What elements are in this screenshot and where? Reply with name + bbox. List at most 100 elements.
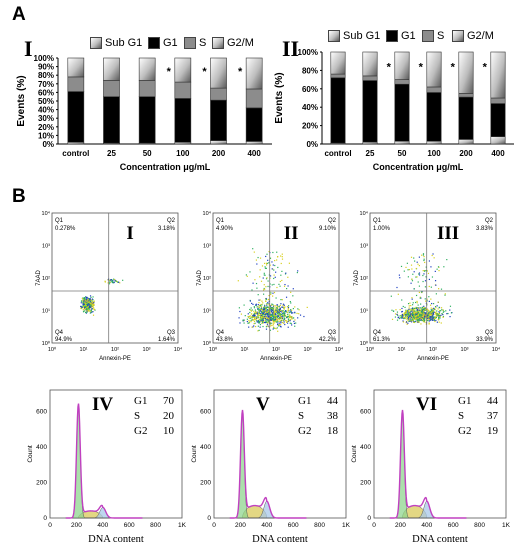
event-dot bbox=[284, 314, 286, 316]
bar-segment-g1 bbox=[490, 103, 506, 137]
event-dot bbox=[417, 313, 419, 315]
event-dot bbox=[268, 294, 270, 297]
event-dot bbox=[424, 261, 426, 264]
event-dot bbox=[84, 305, 86, 307]
event-dot bbox=[281, 315, 283, 318]
event-dot bbox=[255, 259, 257, 261]
event-dot bbox=[275, 313, 277, 315]
cycle-phase-value: 70 bbox=[163, 395, 175, 407]
event-dot bbox=[406, 313, 409, 315]
event-dot bbox=[87, 306, 89, 308]
event-dot bbox=[415, 318, 417, 320]
event-dot bbox=[252, 248, 254, 250]
event-dot bbox=[264, 309, 267, 311]
event-dot bbox=[284, 320, 287, 322]
x-tick-label: 800 bbox=[150, 522, 161, 529]
y-tick-label: 400 bbox=[200, 444, 211, 451]
event-dot bbox=[249, 308, 251, 311]
legend-swatch bbox=[184, 37, 196, 49]
event-dot bbox=[86, 311, 88, 313]
event-dot bbox=[274, 276, 276, 278]
event-dot bbox=[281, 310, 284, 312]
event-dot bbox=[423, 317, 425, 319]
event-dot bbox=[265, 310, 267, 312]
bar-segment-s bbox=[138, 80, 156, 98]
x-axis-label: Annexin-PE bbox=[99, 356, 131, 362]
bar-segment-g2m bbox=[458, 51, 474, 94]
plot-frame bbox=[373, 389, 507, 519]
event-dot bbox=[275, 310, 277, 312]
event-dot bbox=[416, 313, 418, 315]
event-dot bbox=[408, 307, 410, 309]
event-dot bbox=[403, 314, 405, 316]
event-dot bbox=[85, 300, 87, 302]
event-dot bbox=[296, 271, 298, 274]
event-dot bbox=[259, 299, 261, 301]
event-dot bbox=[272, 315, 275, 317]
event-dot bbox=[423, 310, 425, 312]
y-tick-label: 30% bbox=[38, 114, 54, 123]
y-tick-label: 10¹ bbox=[203, 309, 211, 315]
event-dot bbox=[90, 300, 92, 302]
quadrant-q1-value: 4.90% bbox=[216, 226, 234, 232]
event-dot bbox=[437, 313, 439, 316]
event-dot bbox=[80, 307, 82, 309]
y-axis-label: Count bbox=[27, 445, 34, 463]
y-axis-label: Count bbox=[351, 445, 358, 463]
event-dot bbox=[269, 329, 272, 331]
event-dot bbox=[288, 320, 290, 322]
event-dot bbox=[416, 307, 418, 309]
event-dot bbox=[428, 320, 431, 322]
event-dot bbox=[446, 313, 448, 315]
event-dot bbox=[283, 306, 285, 308]
event-dot bbox=[282, 304, 284, 306]
event-dot bbox=[250, 321, 252, 323]
event-dot bbox=[257, 317, 259, 319]
event-dot bbox=[110, 279, 112, 281]
event-dot bbox=[291, 324, 293, 326]
significance-marker: * bbox=[238, 66, 243, 78]
x-tick-label: 10¹ bbox=[241, 347, 249, 353]
event-dot bbox=[257, 316, 259, 318]
event-dot bbox=[431, 318, 433, 320]
event-dot bbox=[271, 284, 273, 286]
event-dot bbox=[251, 289, 253, 291]
event-dot bbox=[85, 296, 87, 299]
cycle-phase-value: 18 bbox=[327, 425, 339, 437]
event-dot bbox=[417, 316, 420, 318]
event-dot bbox=[279, 280, 281, 283]
event-dot bbox=[271, 324, 273, 326]
event-dot bbox=[259, 320, 261, 322]
event-dot bbox=[270, 319, 272, 321]
event-dot bbox=[248, 326, 250, 328]
event-dot bbox=[275, 271, 277, 273]
bar-segment-g1 bbox=[394, 83, 410, 142]
event-dot bbox=[274, 310, 276, 312]
event-dot bbox=[422, 316, 424, 319]
event-dot bbox=[407, 315, 409, 317]
event-dot bbox=[275, 307, 277, 309]
event-dot bbox=[416, 276, 418, 278]
event-dot bbox=[276, 309, 278, 311]
event-dot bbox=[290, 311, 292, 313]
event-dot bbox=[436, 268, 438, 270]
event-dot bbox=[429, 316, 431, 318]
event-dot bbox=[260, 316, 263, 318]
event-dot bbox=[254, 318, 256, 321]
event-dot bbox=[83, 310, 85, 312]
event-dot bbox=[432, 309, 434, 312]
event-dot bbox=[273, 274, 275, 276]
y-tick-label: 0% bbox=[42, 140, 54, 149]
event-dot bbox=[409, 318, 412, 320]
event-dot bbox=[398, 317, 401, 320]
event-dot bbox=[430, 311, 432, 314]
event-dot bbox=[403, 270, 405, 272]
event-dot bbox=[260, 280, 263, 282]
x-tick-label: 600 bbox=[448, 522, 459, 529]
y-axis-label: 7AAD bbox=[354, 270, 360, 286]
event-dot bbox=[253, 325, 255, 327]
event-dot bbox=[422, 253, 425, 255]
x-axis-label: DNA content bbox=[88, 534, 144, 545]
event-dot bbox=[83, 303, 85, 305]
